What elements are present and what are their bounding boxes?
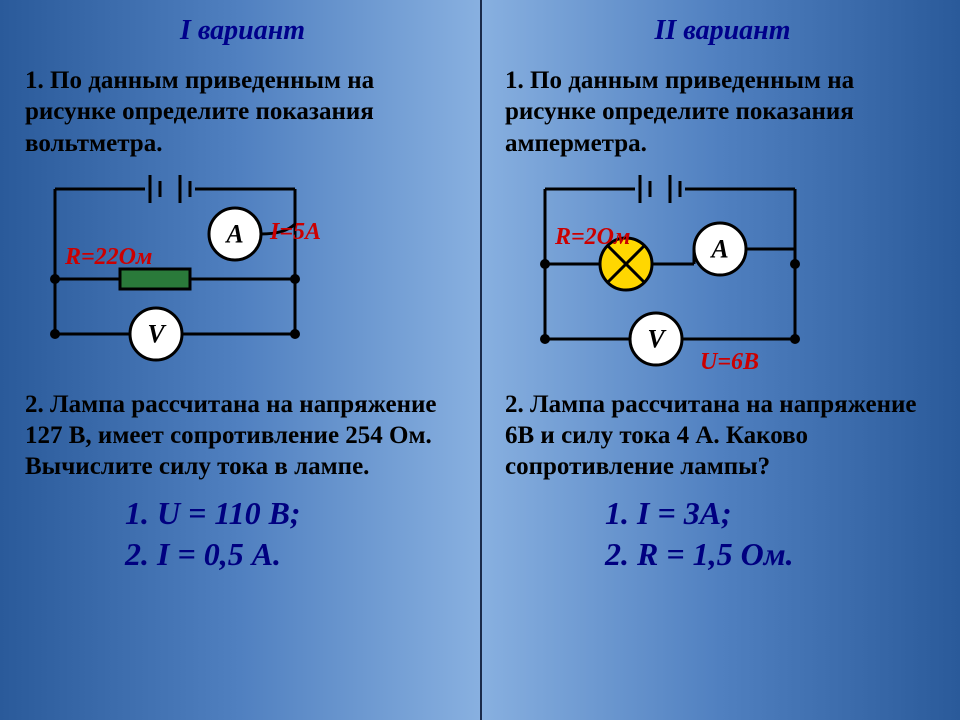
resistance-label-2: R=2Ом <box>554 224 630 250</box>
circuit-1-svg: А V R=22Ом I=5А <box>35 169 365 379</box>
voltmeter-label-2: V <box>647 324 667 353</box>
variant-2-column: II вариант 1. По данным приведенным на р… <box>480 0 960 720</box>
voltmeter-label: V <box>147 319 167 348</box>
variant-1-column: I вариант 1. По данным приведенным на ри… <box>0 0 480 720</box>
circuit-2-svg: А V R=2Ом U=6В <box>515 169 845 379</box>
ammeter-label: А <box>224 219 243 248</box>
variant-1-task-1: 1. По данным приведенным на рисунке опре… <box>25 65 460 159</box>
variant-1-title: I вариант <box>25 15 460 47</box>
variant-2-circuit: А V R=2Ом U=6В <box>515 169 845 379</box>
variant-2-task-1: 1. По данным приведенным на рисунке опре… <box>505 65 940 159</box>
resistance-label: R=22Ом <box>64 244 152 270</box>
variant-1-answer-1: 1. U = 110 В; <box>125 493 460 535</box>
variant-1-answers: 1. U = 110 В; 2. I = 0,5 А. <box>25 493 460 576</box>
resistor-icon <box>120 269 190 289</box>
current-label: I=5А <box>269 219 321 245</box>
variant-2-title: II вариант <box>505 15 940 47</box>
variant-1-circuit: А V R=22Ом I=5А <box>35 169 365 379</box>
variant-1-answer-2: 2. I = 0,5 А. <box>125 534 460 576</box>
variant-2-answer-1: 1. I = 3А; <box>605 493 940 535</box>
variant-2-answers: 1. I = 3А; 2. R = 1,5 Ом. <box>505 493 940 576</box>
variant-2-answer-2: 2. R = 1,5 Ом. <box>605 534 940 576</box>
voltage-label: U=6В <box>700 349 759 375</box>
ammeter-label-2: А <box>709 234 728 263</box>
variant-1-task-2: 2. Лампа рассчитана на напряжение 127 В,… <box>25 389 460 483</box>
variant-2-task-2: 2. Лампа рассчитана на напряжение 6В и с… <box>505 389 940 483</box>
